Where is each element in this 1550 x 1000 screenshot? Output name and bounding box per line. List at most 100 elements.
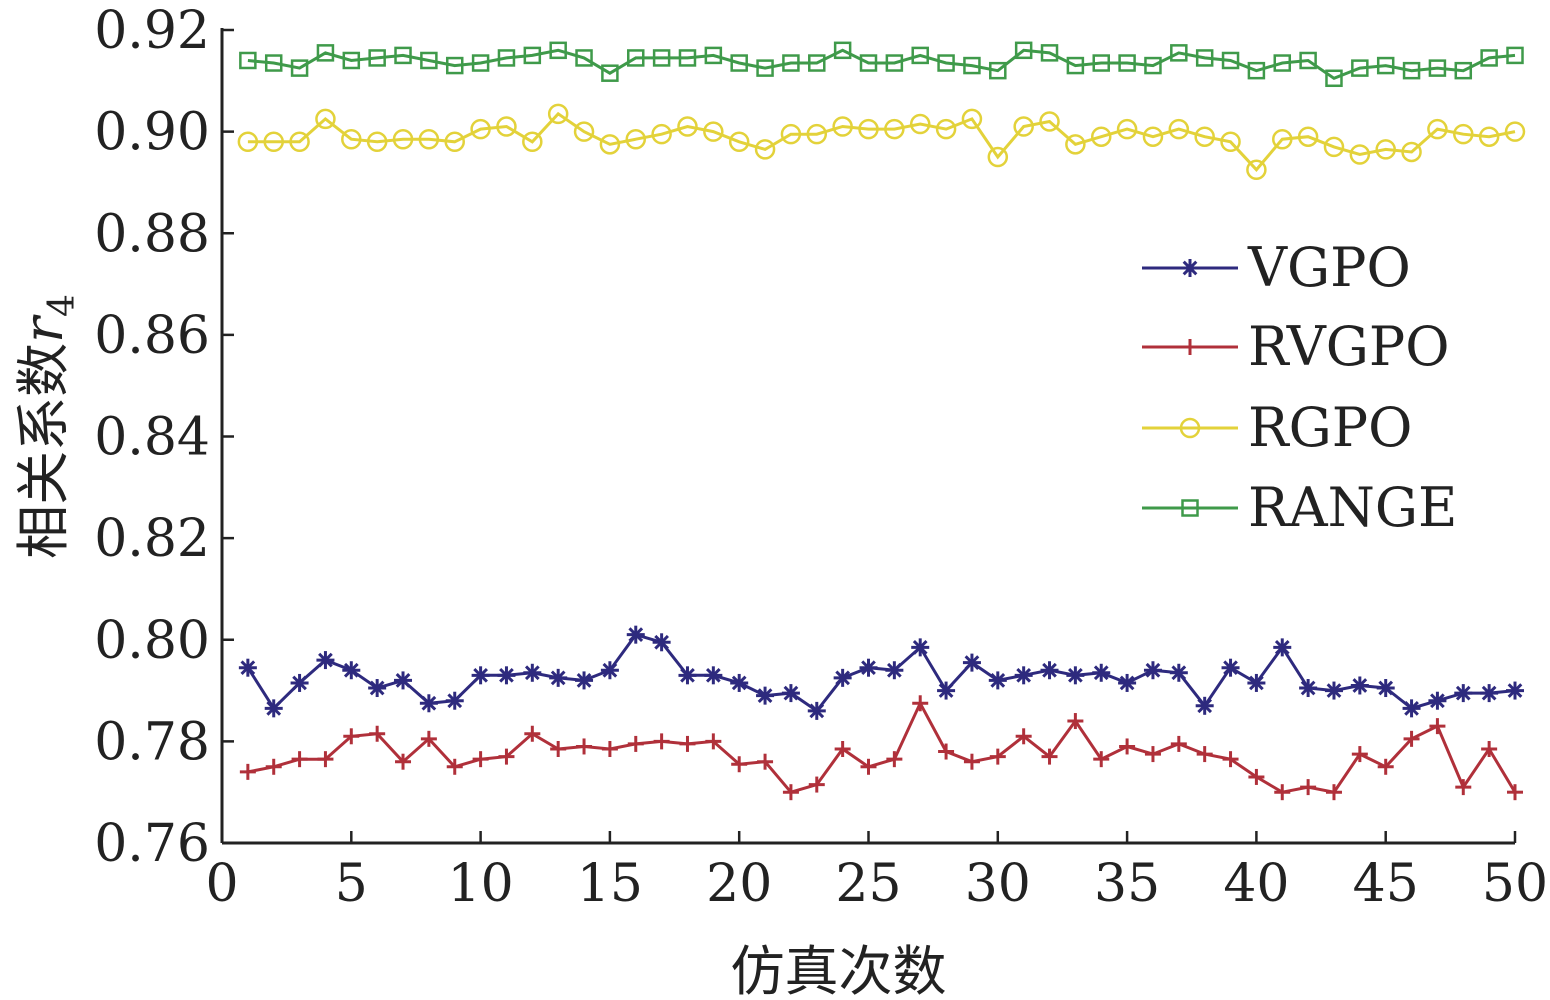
data-point-rvgpo: [1481, 740, 1498, 757]
data-point-range: [678, 49, 697, 67]
data-point-vgpo: [1299, 679, 1318, 698]
y-tick-label: 0.88: [94, 204, 210, 264]
data-point-vgpo: [316, 651, 335, 670]
data-point-vgpo: [678, 666, 697, 685]
data-point-rvgpo: [653, 733, 670, 750]
data-point-rgpo: [341, 128, 362, 150]
legend-item-rvgpo: RVGPO: [1142, 315, 1449, 378]
data-point-range: [1247, 61, 1266, 80]
data-point-rgpo: [263, 131, 284, 153]
data-point-vgpo: [885, 661, 904, 680]
data-point-rvgpo: [757, 753, 774, 770]
data-point-range: [1376, 56, 1395, 75]
data-point-range: [1325, 69, 1343, 88]
data-point-vgpo: [1143, 661, 1162, 680]
data-point-vgpo: [264, 699, 283, 718]
data-point-vgpo: [1040, 661, 1059, 680]
data-point-rvgpo: [550, 740, 567, 757]
x-tick-label: 35: [1094, 854, 1160, 914]
data-point-range: [833, 41, 852, 60]
data-point-rgpo: [806, 123, 828, 145]
data-point-rgpo: [1013, 116, 1034, 137]
y-axis-title-var: r: [12, 314, 75, 343]
data-point-range: [1066, 56, 1085, 75]
data-point-range: [1273, 54, 1292, 72]
data-point-rvgpo: [1300, 779, 1317, 796]
data-point-rgpo: [444, 131, 465, 153]
data-point-range: [316, 44, 335, 62]
data-point-rgpo: [1427, 118, 1448, 140]
series-range: [239, 41, 1524, 88]
data-point-range: [1454, 61, 1473, 80]
data-point-range: [808, 54, 826, 72]
legend: VGPO RVGPO RGPO RANGE: [1142, 236, 1457, 539]
data-point-vgpo: [911, 638, 930, 657]
series-line-range: [247, 48, 1516, 80]
data-point-rvgpo: [498, 748, 515, 765]
data-point-vgpo: [730, 673, 749, 692]
data-point-range: [368, 49, 386, 67]
data-point-rgpo: [987, 146, 1009, 168]
data-point-vgpo: [1350, 676, 1369, 695]
data-point-rgpo: [1039, 111, 1060, 132]
legend-item-rgpo: RGPO: [1142, 396, 1412, 459]
data-point-rgpo: [573, 121, 595, 142]
data-point-vgpo: [962, 653, 981, 672]
data-point-rvgpo: [627, 735, 644, 752]
data-point-rgpo: [961, 108, 983, 130]
data-point-rvgpo: [1015, 728, 1032, 745]
data-point-vgpo: [1118, 673, 1137, 692]
data-point-rgpo: [599, 134, 621, 155]
data-point-rgpo: [1168, 118, 1190, 140]
data-point-rgpo: [392, 128, 414, 150]
data-point-range: [730, 54, 748, 72]
legend-item-vgpo: VGPO: [1142, 236, 1411, 299]
data-point-rvgpo: [1170, 735, 1187, 752]
x-tick-group: 0 5 10 15 20 25 30 35 40 45 50: [205, 831, 1548, 914]
data-point-rgpo: [703, 121, 724, 142]
series-line-rvgpo: [247, 699, 1517, 794]
data-point-rgpo: [1504, 121, 1526, 142]
data-point-rvgpo: [369, 725, 386, 742]
data-point-vgpo: [1402, 699, 1421, 718]
series-rgpo: [237, 103, 1526, 180]
data-point-vgpo: [1454, 684, 1473, 703]
data-point-vgpo: [497, 666, 516, 685]
x-tick-label: 45: [1353, 854, 1419, 914]
data-point-range: [1170, 44, 1188, 62]
data-point-vgpo: [1376, 679, 1395, 698]
data-point-vgpo: [1066, 666, 1085, 685]
data-point-rvgpo: [420, 730, 437, 747]
data-point-rgpo: [1453, 123, 1474, 145]
data-point-rgpo: [1272, 128, 1293, 150]
data-point-range: [1351, 59, 1369, 77]
data-point-rvgpo: [1325, 784, 1342, 801]
data-point-rvgpo: [1041, 748, 1058, 765]
data-point-vgpo: [1506, 681, 1524, 700]
data-point-range: [1402, 61, 1421, 80]
data-point-rgpo: [677, 116, 698, 137]
data-point-vgpo: [1428, 691, 1447, 710]
data-point-rvgpo: [1351, 746, 1368, 763]
data-point-rvgpo: [886, 751, 903, 768]
data-point-rgpo: [496, 116, 517, 137]
data-point-rvgpo: [912, 695, 929, 712]
data-point-rvgpo: [1119, 738, 1136, 755]
data-point-vgpo: [575, 671, 594, 690]
data-point-vgpo: [781, 684, 800, 703]
data-point-rgpo: [909, 113, 931, 135]
data-point-vgpo: [937, 681, 956, 700]
data-point-rgpo: [470, 118, 491, 140]
legend-item-range: RANGE: [1142, 476, 1457, 539]
data-point-range: [652, 49, 671, 67]
data-point-range: [963, 56, 981, 75]
data-point-range: [1480, 49, 1498, 67]
data-point-vgpo: [1014, 666, 1033, 685]
data-point-range: [394, 46, 412, 65]
series-line-vgpo: [246, 632, 1516, 713]
data-point-rvgpo: [239, 763, 256, 780]
data-point-rgpo: [935, 118, 957, 140]
data-point-rgpo: [1246, 159, 1267, 180]
data-point-rgpo: [1142, 126, 1164, 147]
data-point-rgpo: [754, 139, 776, 160]
